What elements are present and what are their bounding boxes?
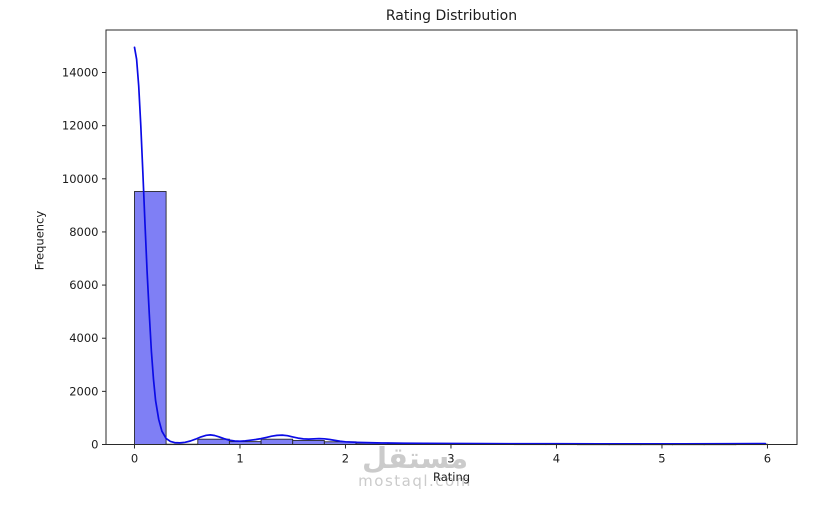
plot-area xyxy=(106,30,797,445)
watermark-arabic-text: مستقل xyxy=(361,441,469,475)
x-tick-label: 5 xyxy=(658,452,665,466)
y-tick-label: 10000 xyxy=(62,172,99,186)
x-tick-label: 0 xyxy=(131,452,138,466)
x-tick-label: 3 xyxy=(447,452,454,466)
watermark-domain-text: mostaql.com xyxy=(358,472,472,491)
y-tick-label: 8000 xyxy=(69,225,98,239)
y-tick-label: 14000 xyxy=(62,66,99,80)
y-axis-label: Frequency xyxy=(32,210,47,271)
kde-line xyxy=(133,46,767,445)
chart-title: Rating Distribution xyxy=(385,8,518,24)
histogram-bar xyxy=(197,438,230,445)
watermark: مستقل mostaql.com xyxy=(340,443,490,489)
x-tick-label: 1 xyxy=(236,452,243,466)
y-tick-label: 0 xyxy=(91,438,98,452)
y-tick-label: 2000 xyxy=(69,384,98,398)
x-tick-label: 2 xyxy=(342,452,349,466)
histogram-bar xyxy=(292,440,325,445)
x-axis-label: Rating xyxy=(432,470,471,484)
x-tick-label: 4 xyxy=(553,452,560,466)
axes-box xyxy=(105,29,798,445)
y-tick-label: 12000 xyxy=(62,119,99,133)
x-tick-label: 6 xyxy=(764,452,771,466)
histogram-bar xyxy=(260,438,294,445)
y-tick-label: 6000 xyxy=(69,278,98,292)
y-tick-label: 4000 xyxy=(69,331,98,345)
